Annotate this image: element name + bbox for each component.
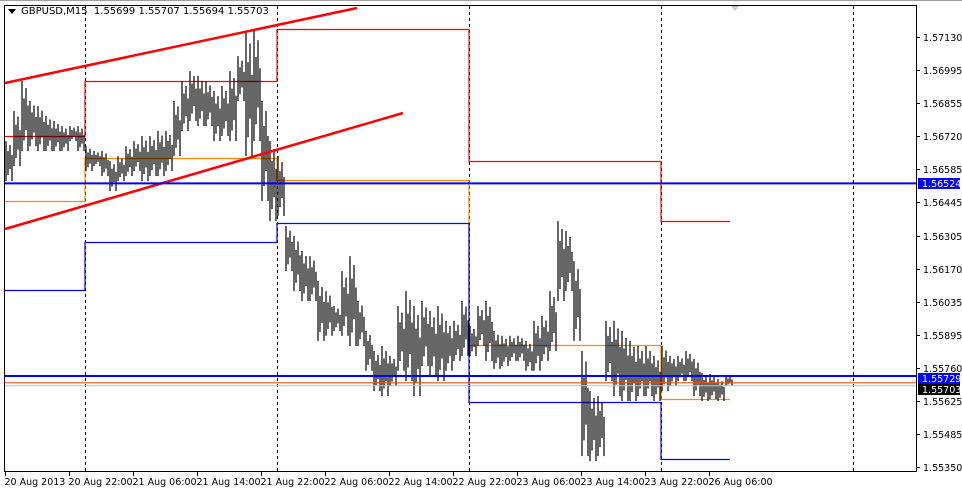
price-tick-label: 1.56170 xyxy=(923,265,962,276)
price-tick-label: 1.57130 xyxy=(923,33,962,44)
price-tag-label-hline_upper: 1.56524 xyxy=(922,179,961,190)
time-tick-label: 21 Aug 06:00 xyxy=(133,477,197,488)
dropdown-triangle-icon[interactable] xyxy=(8,9,16,14)
price-tick-label: 1.56855 xyxy=(923,99,962,110)
price-tag-hline_upper xyxy=(918,178,960,189)
chart-shift-marker-icon[interactable] xyxy=(731,6,739,11)
time-tick-label: 20 Aug 22:00 xyxy=(69,477,133,488)
price-tag-hline_lower xyxy=(918,373,960,384)
time-tick-label: 21 Aug 22:00 xyxy=(261,477,325,488)
channel-lower-trendline[interactable] xyxy=(4,111,404,231)
price-tick-label: 1.55895 xyxy=(923,331,962,342)
price-tick-label: 1.55485 xyxy=(923,430,962,441)
price-tick-label: 1.56585 xyxy=(923,165,962,176)
price-bars xyxy=(5,29,733,461)
chart-frame xyxy=(4,5,917,472)
price-tick-label: 1.56720 xyxy=(923,132,962,143)
daily-high-line xyxy=(5,28,730,223)
time-tick-label: 22 Aug 22:00 xyxy=(453,477,517,488)
price-tag-label-hline_lower: 1.55729 xyxy=(922,374,961,385)
time-tick-label: 21 Aug 14:00 xyxy=(197,477,261,488)
time-tick-label: 22 Aug 14:00 xyxy=(389,477,453,488)
time-tick-label: 22 Aug 06:00 xyxy=(325,477,389,488)
objects xyxy=(4,6,916,387)
time-tick-label: 26 Aug 06:00 xyxy=(709,477,773,488)
channel-upper-trendline[interactable] xyxy=(4,6,358,85)
price-tick-label: 1.56445 xyxy=(923,198,962,209)
price-tick-label: 1.56305 xyxy=(923,232,962,243)
price-tick-label: 1.55625 xyxy=(923,397,962,408)
time-tick-label: 23 Aug 06:00 xyxy=(517,477,581,488)
chart-header: GBPUSD,M15 1.55699 1.55707 1.55694 1.557… xyxy=(8,6,269,18)
symbol-label: GBPUSD,M15 xyxy=(21,6,88,17)
time-tick-label: 23 Aug 22:00 xyxy=(645,477,709,488)
price-tick-label: 1.55760 xyxy=(923,364,962,375)
daily-mid-line xyxy=(5,157,730,401)
price-tag-label-bid: 1.55703 xyxy=(922,385,961,396)
ohlc-values: 1.55699 1.55707 1.55694 1.55703 xyxy=(93,6,269,17)
price-tick-label: 1.55350 xyxy=(923,463,962,474)
daily-low-line xyxy=(5,222,730,461)
price-axis: 1.57130 1.56995 1.56855 1.56720 1.56585 1.564… xyxy=(917,33,962,474)
price-tick-label: 1.56995 xyxy=(923,66,962,77)
time-tick-label: 20 Aug 2013 xyxy=(5,477,66,488)
daily-levels xyxy=(5,28,730,461)
price-tag-bid xyxy=(918,384,960,395)
time-axis: 20 Aug 2013 20 Aug 22:00 21 Aug 06:00 21 Au… xyxy=(5,472,773,488)
price-tick-label: 1.56035 xyxy=(923,298,962,309)
time-tick-label: 23 Aug 14:00 xyxy=(581,477,645,488)
